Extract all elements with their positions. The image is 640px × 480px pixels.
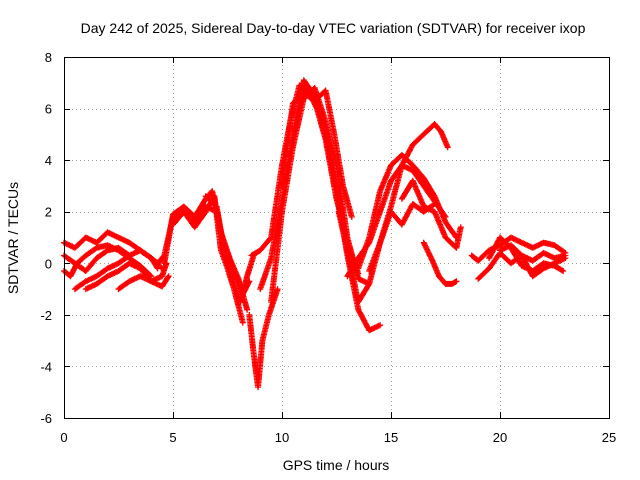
- y-tick-labels: -6 -4 -2 0 2 4 6 8: [40, 50, 52, 426]
- data-series: [115, 260, 170, 293]
- data-point-markers: [355, 152, 460, 272]
- x-tick-label: 25: [602, 430, 616, 445]
- data-points: [61, 77, 569, 391]
- chart-title: Day 242 of 2025, Sidereal Day-to-day VTE…: [81, 20, 586, 36]
- data-point-markers: [202, 193, 257, 305]
- x-axis-label: GPS time / hours: [283, 457, 390, 473]
- y-axis-label: SDTVAR / TECUs: [5, 182, 21, 294]
- data-point-markers: [420, 239, 460, 287]
- data-series: [398, 177, 464, 251]
- data-series: [366, 121, 451, 274]
- data-series: [268, 84, 373, 305]
- data-point-markers: [398, 177, 464, 251]
- y-tick-label: -2: [40, 308, 52, 323]
- data-series: [170, 193, 246, 326]
- y-tick-label: 4: [45, 153, 52, 168]
- grid: [64, 57, 609, 418]
- y-tick-label: 0: [45, 256, 52, 271]
- data-point-markers: [468, 234, 569, 264]
- data-point-markers: [497, 242, 569, 280]
- data-point-markers: [115, 260, 170, 293]
- y-tick-label: 2: [45, 205, 52, 220]
- data-series: [497, 242, 569, 280]
- axis-ticks: [64, 57, 610, 419]
- plot-frame: [64, 57, 610, 419]
- data-point-markers: [246, 286, 281, 391]
- data-series: [420, 239, 460, 287]
- x-tick-label: 20: [493, 430, 507, 445]
- data-series: [468, 234, 569, 264]
- y-tick-label: -4: [40, 359, 52, 374]
- y-tick-label: -6: [40, 411, 52, 426]
- y-tick-label: 6: [45, 102, 52, 117]
- data-series: [202, 193, 257, 305]
- x-tick-label: 0: [60, 430, 67, 445]
- data-series: [246, 286, 281, 391]
- x-tick-label: 10: [275, 430, 289, 445]
- x-tick-label: 15: [384, 430, 398, 445]
- data-point-markers: [268, 84, 373, 305]
- x-tick-labels: 0 5 10 15 20 25: [60, 430, 616, 445]
- data-point-markers: [170, 193, 246, 326]
- x-tick-label: 5: [169, 430, 176, 445]
- data-series: [279, 87, 355, 220]
- data-point-markers: [366, 121, 451, 274]
- data-series: [355, 152, 460, 272]
- data-point-markers: [279, 87, 355, 220]
- y-tick-label: 8: [45, 50, 52, 65]
